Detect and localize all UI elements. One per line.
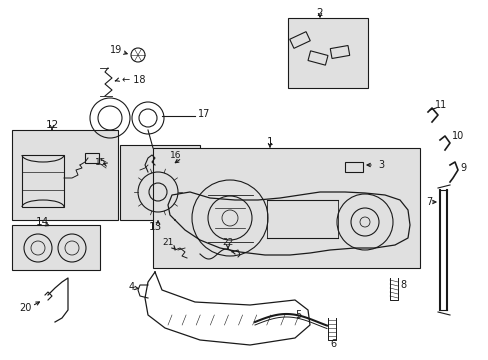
Text: 13: 13 <box>148 222 162 232</box>
Text: 19: 19 <box>109 45 122 55</box>
Text: 14: 14 <box>35 217 48 227</box>
Text: 22: 22 <box>222 238 233 247</box>
Text: 11: 11 <box>434 100 447 110</box>
Bar <box>120 145 200 220</box>
Bar <box>12 225 100 270</box>
Text: 16: 16 <box>170 150 181 159</box>
Text: 12: 12 <box>45 120 59 130</box>
Text: 15: 15 <box>95 158 106 166</box>
Bar <box>85 153 99 163</box>
Text: 4: 4 <box>129 282 135 292</box>
Text: 3: 3 <box>377 160 384 170</box>
Text: 8: 8 <box>399 280 406 290</box>
Bar <box>12 130 118 220</box>
Text: 7: 7 <box>425 197 431 207</box>
Text: ← 18: ← 18 <box>122 75 145 85</box>
Text: 2: 2 <box>316 8 323 18</box>
Text: 10: 10 <box>451 131 463 141</box>
Bar <box>22 155 64 207</box>
Text: 5: 5 <box>294 310 301 320</box>
Bar <box>287 18 367 88</box>
Text: 17: 17 <box>198 109 210 119</box>
Text: 6: 6 <box>329 339 335 349</box>
Text: 1: 1 <box>266 137 273 147</box>
Text: 20: 20 <box>20 303 32 313</box>
Bar <box>345 162 362 172</box>
Text: 9: 9 <box>459 163 465 173</box>
Bar <box>153 148 419 268</box>
Text: 21: 21 <box>162 238 173 247</box>
